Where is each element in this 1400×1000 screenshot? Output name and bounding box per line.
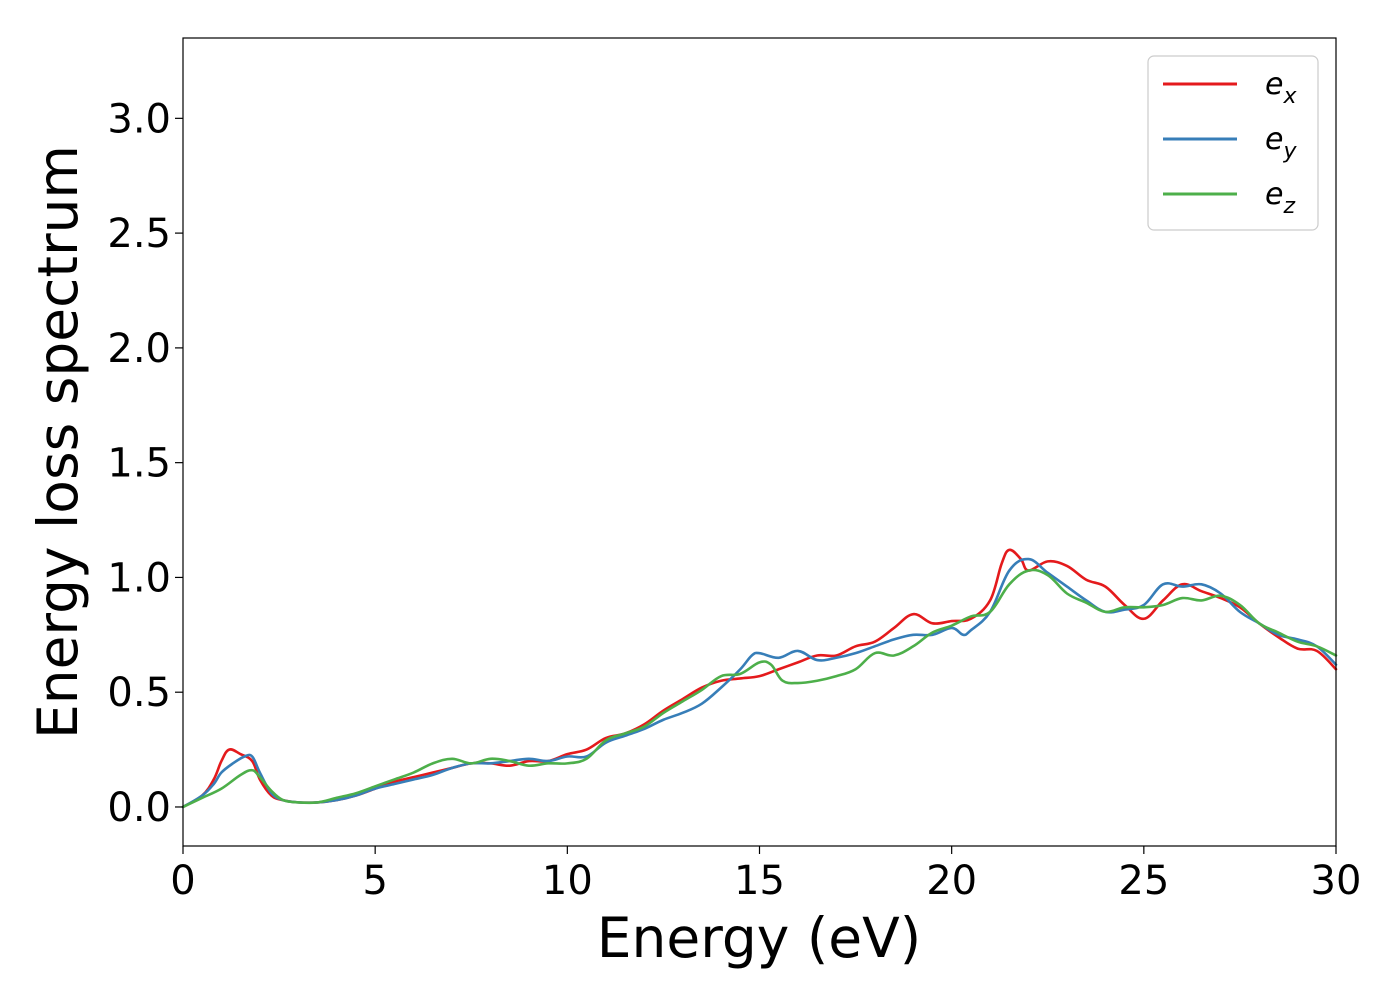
legend-label-ex: ex <box>1265 67 1297 109</box>
y-tick-label: 0.5 <box>107 670 171 716</box>
series-line-ez <box>181 568 1338 809</box>
y-axis-label: Energy loss spectrum <box>26 145 90 739</box>
x-tick-label: 10 <box>542 858 593 904</box>
y-tick-label: 3.0 <box>107 96 171 142</box>
legend-label-ez: ez <box>1265 177 1295 219</box>
y-tick-label: 1.0 <box>107 555 171 601</box>
series-layer <box>181 548 1338 809</box>
x-tick-label: 5 <box>362 858 387 904</box>
y-tick-label: 2.0 <box>107 326 171 372</box>
x-tick-label: 25 <box>1118 858 1169 904</box>
y-axis: 0.0 0.5 1.0 1.5 2.0 2.5 3.0 <box>107 96 183 831</box>
x-tick-label: 0 <box>170 858 195 904</box>
x-tick-label: 30 <box>1311 858 1362 904</box>
legend: ex ey ez <box>1147 55 1319 231</box>
legend-label-ey: ey <box>1265 122 1297 164</box>
y-tick-label: 1.5 <box>107 441 171 487</box>
x-tick-label: 20 <box>926 858 977 904</box>
x-tick-label: 15 <box>734 858 785 904</box>
y-tick-label: 0.0 <box>107 785 171 831</box>
legend-box <box>1147 55 1319 231</box>
x-axis-label: Energy (eV) <box>597 906 921 970</box>
y-tick-label: 2.5 <box>107 211 171 257</box>
x-axis: 0 5 10 15 20 25 30 <box>170 846 1361 904</box>
